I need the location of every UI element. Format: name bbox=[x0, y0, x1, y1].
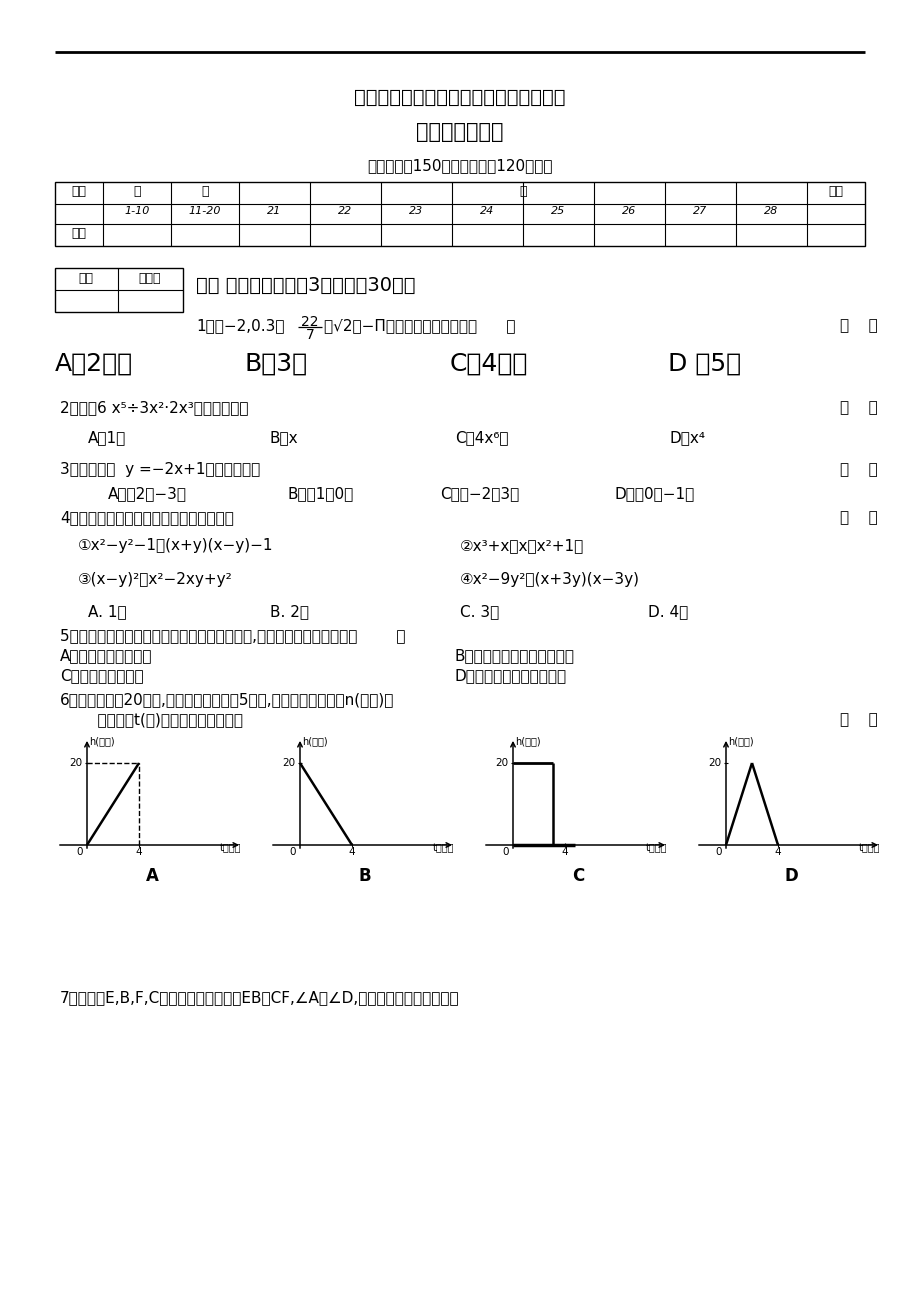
Text: ，√2，−Π中，无理数的个数是（      ）: ，√2，−Π中，无理数的个数是（ ） bbox=[323, 318, 515, 333]
Text: A. 1个: A. 1个 bbox=[88, 604, 127, 618]
Text: C、三条高的交战；: C、三条高的交战； bbox=[60, 668, 143, 684]
Text: 三: 三 bbox=[518, 185, 527, 198]
Text: （    ）: （ ） bbox=[839, 318, 877, 333]
Text: 24: 24 bbox=[480, 206, 494, 216]
Text: D、x⁴: D、x⁴ bbox=[669, 430, 705, 445]
Bar bbox=[55, 268, 183, 312]
Text: t（时）: t（时） bbox=[645, 842, 667, 853]
Text: 一: 一 bbox=[133, 185, 141, 198]
Text: C、4x⁶；: C、4x⁶； bbox=[455, 430, 508, 445]
Text: 4、下列从左到右的变形中是因式分解的有: 4、下列从左到右的变形中是因式分解的有 bbox=[60, 510, 233, 525]
Text: 20: 20 bbox=[494, 758, 507, 768]
Text: t（时）: t（时） bbox=[220, 842, 241, 853]
Bar bbox=[55, 182, 864, 246]
Text: C: C bbox=[572, 867, 584, 885]
Text: 20: 20 bbox=[281, 758, 295, 768]
Text: 1-10: 1-10 bbox=[124, 206, 150, 216]
Text: 4: 4 bbox=[135, 848, 142, 857]
Text: 20: 20 bbox=[707, 758, 720, 768]
Text: （    ）: （ ） bbox=[839, 712, 877, 727]
Text: D、三条角平分线的交点；: D、三条角平分线的交点； bbox=[455, 668, 566, 684]
Text: 23: 23 bbox=[408, 206, 423, 216]
Text: 3、一次函数  y =−2x+1的图象经过点: 3、一次函数 y =−2x+1的图象经过点 bbox=[60, 462, 260, 477]
Text: D: D bbox=[783, 867, 797, 885]
Text: 26: 26 bbox=[621, 206, 635, 216]
Text: 4: 4 bbox=[348, 848, 355, 857]
Text: 0: 0 bbox=[76, 848, 83, 857]
Text: 6、一支蜡烛长20厘米,点燃后每小时燃烧5厘米,燃烧时剩下的高度n(厘米)与: 6、一支蜡烛长20厘米,点燃后每小时燃烧5厘米,燃烧时剩下的高度n(厘米)与 bbox=[60, 691, 394, 707]
Text: 八年级数学试卷: 八年级数学试卷 bbox=[415, 122, 504, 142]
Text: 5、三角形内有一点到三角形三顶点的距离相等,则这点一定是三角形的（        ）: 5、三角形内有一点到三角形三顶点的距离相等,则这点一定是三角形的（ ） bbox=[60, 628, 405, 643]
Text: B、x: B、x bbox=[269, 430, 299, 445]
Text: 总分: 总分 bbox=[828, 185, 843, 198]
Text: B、3个: B、3个 bbox=[244, 352, 308, 376]
Text: （    ）: （ ） bbox=[839, 510, 877, 525]
Text: 28: 28 bbox=[763, 206, 777, 216]
Text: C、4个；: C、4个； bbox=[449, 352, 528, 376]
Text: （    ）: （ ） bbox=[839, 462, 877, 477]
Text: 新人教版八年级数学上册数学期末测试卷: 新人教版八年级数学上册数学期末测试卷 bbox=[354, 89, 565, 107]
Text: ①x²−y²−1＝(x+y)(x−y)−1: ①x²−y²−1＝(x+y)(x−y)−1 bbox=[78, 538, 273, 553]
Text: 22: 22 bbox=[301, 315, 318, 329]
Text: 燃烧时间t(时)的函数关系的图象是: 燃烧时间t(时)的函数关系的图象是 bbox=[78, 712, 243, 727]
Text: B、三边垂直平分线的交点；: B、三边垂直平分线的交点； bbox=[455, 648, 574, 663]
Text: 2、计算6 x⁵÷3x²·2x³的正确结果是: 2、计算6 x⁵÷3x²·2x³的正确结果是 bbox=[60, 400, 248, 415]
Text: 0: 0 bbox=[502, 848, 508, 857]
Text: h(厘米): h(厘米) bbox=[301, 736, 327, 746]
Text: 得分: 得分 bbox=[78, 272, 94, 285]
Text: B: B bbox=[358, 867, 371, 885]
Text: 27: 27 bbox=[692, 206, 707, 216]
Text: 二: 二 bbox=[201, 185, 209, 198]
Text: A．（2，−3）: A．（2，−3） bbox=[108, 486, 187, 501]
Text: ②x³+x＝x（x²+1）: ②x³+x＝x（x²+1） bbox=[460, 538, 584, 553]
Text: t（时）: t（时） bbox=[433, 842, 454, 853]
Text: ③(x−y)²＝x²−2xy+y²: ③(x−y)²＝x²−2xy+y² bbox=[78, 572, 233, 587]
Text: 7: 7 bbox=[305, 328, 314, 342]
Text: 21: 21 bbox=[267, 206, 281, 216]
Text: 0: 0 bbox=[289, 848, 296, 857]
Text: （    ）: （ ） bbox=[839, 400, 877, 415]
Text: 阅卷人: 阅卷人 bbox=[139, 272, 161, 285]
Text: 题目: 题目 bbox=[72, 185, 86, 198]
Text: 25: 25 bbox=[550, 206, 564, 216]
Text: A: A bbox=[145, 867, 158, 885]
Text: C．（−2，3）: C．（−2，3） bbox=[439, 486, 518, 501]
Text: C. 3个: C. 3个 bbox=[460, 604, 499, 618]
Text: h(厘米): h(厘米) bbox=[727, 736, 753, 746]
Text: D. 4个: D. 4个 bbox=[647, 604, 687, 618]
Text: 一、 选择题（每小题3分，共计30分）: 一、 选择题（每小题3分，共计30分） bbox=[196, 276, 415, 296]
Text: h(厘米): h(厘米) bbox=[515, 736, 540, 746]
Text: 4: 4 bbox=[774, 848, 780, 857]
Text: ④x²−9y²＝(x+3y)(x−3y): ④x²−9y²＝(x+3y)(x−3y) bbox=[460, 572, 640, 587]
Text: A、2个；: A、2个； bbox=[55, 352, 133, 376]
Text: B．（1，0）: B．（1，0） bbox=[288, 486, 354, 501]
Text: 得分: 得分 bbox=[72, 227, 86, 240]
Text: 0: 0 bbox=[715, 848, 721, 857]
Text: A、1；: A、1； bbox=[88, 430, 126, 445]
Text: t（时）: t（时） bbox=[858, 842, 879, 853]
Text: D．（0，−1）: D．（0，−1） bbox=[614, 486, 695, 501]
Text: B. 2个: B. 2个 bbox=[269, 604, 309, 618]
Text: 22: 22 bbox=[337, 206, 352, 216]
Text: 7、如图，E,B,F,C四点在一条直线上，EB＝CF,∠A＝∠D,再添一个条件仍不能证明: 7、如图，E,B,F,C四点在一条直线上，EB＝CF,∠A＝∠D,再添一个条件仍… bbox=[60, 990, 460, 1005]
Text: 20: 20 bbox=[69, 758, 82, 768]
Text: A、三条中线的交点；: A、三条中线的交点； bbox=[60, 648, 153, 663]
Text: 11-20: 11-20 bbox=[188, 206, 221, 216]
Text: D 、5个: D 、5个 bbox=[667, 352, 741, 376]
Text: 1、数−2,0.3，: 1、数−2,0.3， bbox=[196, 318, 284, 333]
Text: 4: 4 bbox=[562, 848, 568, 857]
Text: h(厘米): h(厘米) bbox=[89, 736, 115, 746]
Text: （试卷满分150分，考试时间120分钟）: （试卷满分150分，考试时间120分钟） bbox=[367, 158, 552, 173]
